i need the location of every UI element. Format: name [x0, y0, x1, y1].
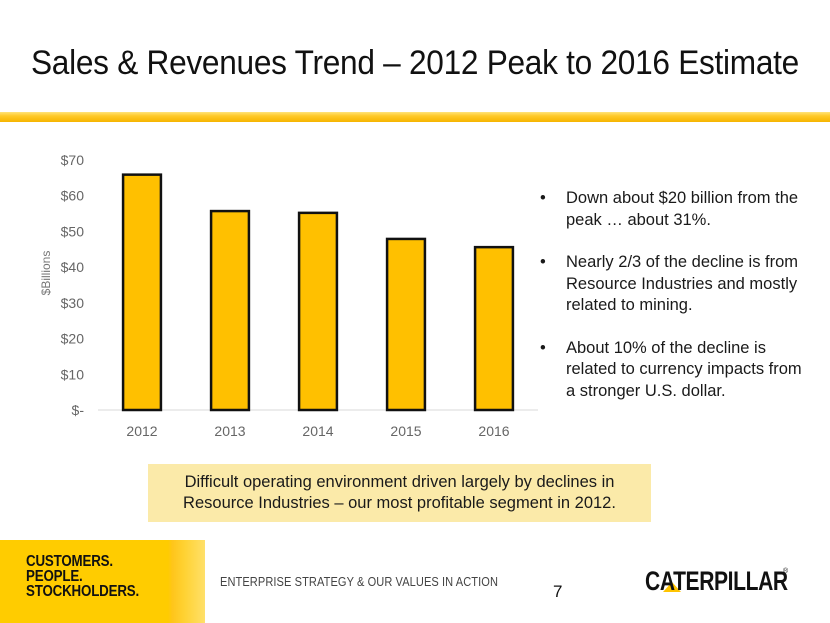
x-tick-label: 2016	[478, 423, 509, 439]
registered-mark-icon: ®	[783, 568, 789, 575]
y-tick-label: $50	[61, 223, 85, 239]
x-tick-label: 2014	[302, 423, 333, 439]
tagline-customers: CUSTOMERS.	[26, 553, 113, 570]
x-tick-label: 2012	[126, 423, 157, 439]
page-number: 7	[553, 582, 563, 601]
y-tick-label: $10	[61, 366, 85, 382]
y-tick-label: $30	[61, 295, 85, 311]
tagline-people: PEOPLE.	[26, 568, 83, 585]
footer-tagline: CUSTOMERS. PEOPLE. STOCKHOLDERS.	[26, 553, 140, 600]
y-tick-label: $20	[61, 331, 85, 347]
bar-2013	[209, 209, 251, 412]
bullet-text: About 10% of the decline is related to c…	[566, 338, 802, 400]
bullet-item: • About 10% of the decline is related to …	[538, 338, 808, 403]
footer-brand-block	[0, 540, 205, 623]
bullet-dot-icon: •	[540, 253, 546, 271]
y-tick-label: $70	[61, 152, 85, 168]
bullet-item: • Nearly 2/3 of the decline is from Resou…	[538, 252, 808, 317]
logo-triangle-icon	[663, 582, 681, 592]
logo-wordmark: CATERPILLAR	[645, 566, 788, 596]
bar-2016	[473, 245, 515, 412]
callout-line-2: Resource Industries – our most profitabl…	[183, 494, 616, 512]
y-tick-label: $40	[61, 259, 85, 275]
x-tick-label: 2015	[390, 423, 421, 439]
bullet-text: Nearly 2/3 of the decline is from Resour…	[566, 253, 799, 314]
slide-title: Sales & Revenues Trend – 2012 Peak to 20…	[30, 44, 799, 82]
title-underline-band	[0, 112, 830, 122]
bullet-list: • Down about $20 billion from the peak … …	[538, 188, 808, 423]
bullet-text: Down about $20 billion from the peak … a…	[566, 189, 799, 229]
bullet-item: • Down about $20 billion from the peak … …	[538, 188, 808, 231]
y-tick-label: $60	[61, 188, 85, 204]
bar-2014	[297, 211, 339, 412]
y-axis-label: $Billions	[39, 251, 53, 296]
callout-line-1: Difficult operating environment driven l…	[184, 473, 615, 491]
tagline-stockholders: STOCKHOLDERS.	[26, 583, 140, 600]
y-tick-label: $-	[72, 402, 85, 418]
sales-revenues-bar-chart: $- $10 $20 $30 $40 $50 $60 $70 $Billions 2012 20…	[39, 152, 538, 439]
callout-box: Difficult operating environment driven l…	[148, 464, 651, 522]
bar-2012	[121, 173, 163, 412]
caterpillar-logo: CATERPILLAR ®	[645, 566, 795, 596]
footer-strategy-text: ENTERPRISE STRATEGY & OUR VALUES IN ACTI…	[220, 574, 499, 589]
bullet-dot-icon: •	[540, 338, 546, 357]
x-tick-label: 2013	[214, 423, 245, 439]
bullet-dot-icon: •	[540, 189, 546, 207]
bar-2015	[385, 237, 427, 412]
